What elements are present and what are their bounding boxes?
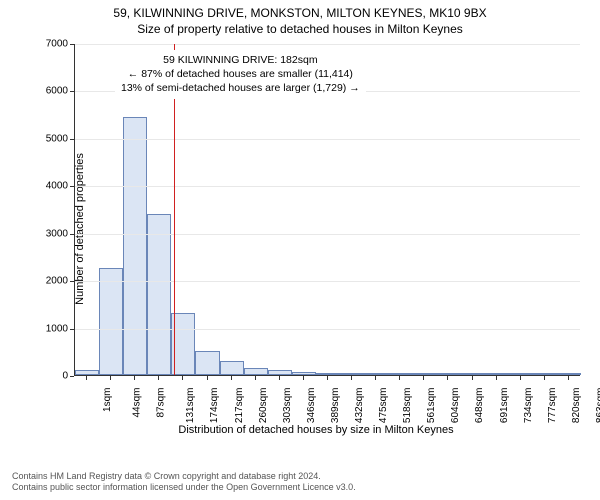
x-tick: [231, 376, 232, 380]
footer-credits: Contains HM Land Registry data © Crown c…: [12, 471, 356, 494]
histogram-bar: [123, 117, 147, 375]
footer-line1: Contains HM Land Registry data © Crown c…: [12, 471, 356, 483]
histogram-bar: [436, 373, 460, 375]
x-tick-label: 174sqm: [210, 388, 221, 424]
histogram-bar: [220, 361, 244, 375]
y-tick: [70, 139, 74, 140]
histogram-bar: [388, 373, 412, 375]
x-tick-label: 432sqm: [354, 388, 365, 424]
gridline: [75, 329, 580, 330]
plot-area: 59 KILWINNING DRIVE: 182sqm ← 87% of det…: [74, 44, 580, 376]
x-tick-label: 777sqm: [547, 388, 558, 424]
annotation-line2: ← 87% of detached houses are smaller (11…: [121, 67, 360, 81]
y-tick: [70, 281, 74, 282]
y-tick-label: 2000: [46, 276, 68, 287]
x-tick: [399, 376, 400, 380]
x-tick: [447, 376, 448, 380]
x-tick-label: 691sqm: [499, 388, 510, 424]
x-tick-label: 604sqm: [450, 388, 461, 424]
histogram-bar: [412, 373, 436, 375]
histogram-bar: [244, 368, 268, 375]
histogram-bar: [195, 351, 219, 375]
histogram-bar: [147, 214, 171, 375]
x-tick: [544, 376, 545, 380]
x-tick-label: 217sqm: [234, 388, 245, 424]
x-tick-label: 346sqm: [306, 388, 317, 424]
x-tick-label: 475sqm: [378, 388, 389, 424]
x-tick: [303, 376, 304, 380]
annotation-line1: 59 KILWINNING DRIVE: 182sqm: [121, 53, 360, 67]
y-tick-label: 3000: [46, 228, 68, 239]
x-tick: [255, 376, 256, 380]
x-tick: [110, 376, 111, 380]
gridline: [75, 186, 580, 187]
x-tick: [472, 376, 473, 380]
y-tick-label: 6000: [46, 86, 68, 97]
gridline: [75, 281, 580, 282]
x-tick: [182, 376, 183, 380]
x-tick: [158, 376, 159, 380]
x-axis-label: Distribution of detached houses by size …: [52, 424, 580, 436]
x-tick: [351, 376, 352, 380]
histogram-bar: [316, 373, 340, 375]
x-tick-label: 260sqm: [258, 388, 269, 424]
chart-title-sub: Size of property relative to detached ho…: [0, 22, 600, 36]
x-tick: [520, 376, 521, 380]
histogram-bar: [509, 373, 533, 375]
x-tick: [207, 376, 208, 380]
chart-area: Number of detached properties 59 KILWINN…: [52, 44, 580, 414]
y-tick: [70, 91, 74, 92]
histogram-bar: [461, 373, 485, 375]
x-tick-label: 303sqm: [282, 388, 293, 424]
histogram-bar: [99, 268, 123, 375]
histogram-bar: [268, 370, 292, 375]
gridline: [75, 234, 580, 235]
y-tick: [70, 376, 74, 377]
x-tick-label: 518sqm: [402, 388, 413, 424]
histogram-bar: [533, 373, 557, 375]
x-tick-label: 87sqm: [156, 388, 167, 418]
x-tick: [134, 376, 135, 380]
x-tick: [568, 376, 569, 380]
y-tick-label: 5000: [46, 133, 68, 144]
x-tick: [375, 376, 376, 380]
histogram-bar: [485, 373, 509, 375]
x-tick-label: 820sqm: [571, 388, 582, 424]
y-tick: [70, 329, 74, 330]
x-tick-label: 648sqm: [475, 388, 486, 424]
x-tick-label: 734sqm: [523, 388, 534, 424]
y-tick: [70, 186, 74, 187]
x-tick: [279, 376, 280, 380]
histogram-bar: [557, 373, 581, 375]
histogram-bar: [340, 373, 364, 375]
x-tick: [423, 376, 424, 380]
gridline: [75, 139, 580, 140]
y-tick-label: 7000: [46, 39, 68, 50]
x-tick-label: 389sqm: [330, 388, 341, 424]
footer-line2: Contains public sector information licen…: [12, 482, 356, 494]
y-tick-label: 1000: [46, 323, 68, 334]
y-tick: [70, 44, 74, 45]
annotation-box: 59 KILWINNING DRIVE: 182sqm ← 87% of det…: [115, 50, 366, 99]
x-tick-label: 561sqm: [426, 388, 437, 424]
chart-title-main: 59, KILWINNING DRIVE, MONKSTON, MILTON K…: [0, 6, 600, 20]
annotation-line3: 13% of semi-detached houses are larger (…: [121, 81, 360, 95]
x-tick-label: 44sqm: [132, 388, 143, 418]
y-tick-label: 4000: [46, 181, 68, 192]
y-tick-label: 0: [62, 371, 68, 382]
histogram-bar: [75, 370, 99, 375]
x-tick: [86, 376, 87, 380]
x-tick-label: 1sqm: [102, 388, 113, 412]
x-tick: [496, 376, 497, 380]
chart-titles: 59, KILWINNING DRIVE, MONKSTON, MILTON K…: [0, 0, 600, 36]
gridline: [75, 44, 580, 45]
x-tick-label: 863sqm: [595, 388, 600, 424]
x-tick-label: 131sqm: [185, 388, 196, 424]
y-tick: [70, 234, 74, 235]
histogram-bar: [364, 373, 388, 375]
x-tick: [327, 376, 328, 380]
histogram-bar: [292, 372, 316, 375]
